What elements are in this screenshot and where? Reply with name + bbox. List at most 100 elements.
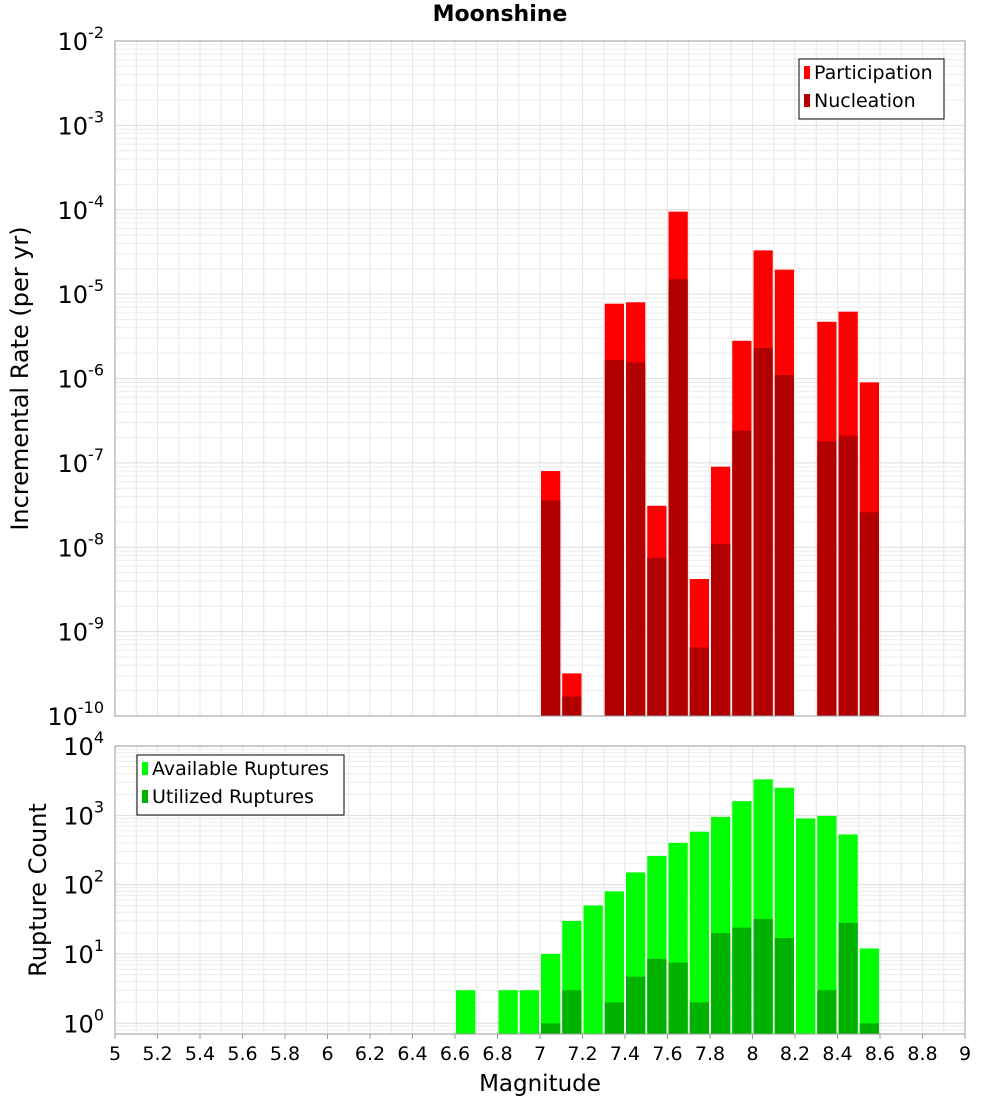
- bar-bottom-s1-6: [604, 1002, 624, 1034]
- legend-label: Available Ruptures: [152, 758, 329, 780]
- legend-swatch: [142, 762, 148, 775]
- legend-swatch: [142, 790, 148, 803]
- x-tick-label: 7.4: [610, 1043, 640, 1065]
- x-tick-label: 7.2: [567, 1043, 597, 1065]
- legend-label: Participation: [814, 62, 933, 84]
- y-tick-base: 10: [63, 802, 94, 830]
- x-tick-label: 8.4: [822, 1043, 852, 1065]
- x-tick-label: 6: [321, 1043, 333, 1065]
- y-tick-base: 10: [47, 703, 78, 731]
- y-tick-exponent: 3: [94, 797, 104, 816]
- bar-bottom-s0-2: [519, 990, 539, 1034]
- y-axis-label-bottom: Rupture Count: [24, 803, 52, 977]
- x-tick-label: 5: [109, 1043, 121, 1065]
- bar-bottom-s1-8: [647, 958, 667, 1034]
- y-tick-base: 10: [58, 112, 89, 140]
- bar-bottom-s1-12: [732, 927, 752, 1034]
- bar-bottom-s1-7: [626, 976, 646, 1034]
- y-tick-exponent: -6: [88, 361, 104, 380]
- bar-top-s1-4: [647, 557, 667, 716]
- bar-bottom-s0-1: [498, 990, 518, 1034]
- legend-label: Utilized Ruptures: [152, 786, 314, 808]
- bar-top-s1-5: [668, 279, 688, 716]
- chart-title: Moonshine: [432, 2, 568, 27]
- x-tick-label: 7: [534, 1043, 546, 1065]
- bar-top-s1-8: [732, 430, 752, 716]
- bar-bottom-s0-16: [817, 815, 837, 1034]
- x-tick-label: 5.2: [142, 1043, 172, 1065]
- bar-bottom-s1-3: [541, 1023, 561, 1034]
- bar-top-s1-11: [817, 441, 837, 716]
- y-tick-label-top: 10-8: [58, 529, 105, 562]
- bar-top-s1-10: [774, 375, 794, 716]
- bar-top-s1-2: [604, 360, 624, 716]
- bar-bottom-s1-13: [753, 918, 773, 1034]
- bar-top-s1-6: [689, 647, 709, 716]
- plot-frame-top: [114, 40, 966, 717]
- y-tick-label-bottom: 103: [63, 797, 104, 830]
- x-tick-label: 7.8: [695, 1043, 725, 1065]
- y-tick-label-bottom: 100: [63, 1005, 104, 1038]
- y-tick-exponent: 4: [94, 728, 104, 747]
- bar-top-s1-9: [753, 347, 773, 716]
- y-tick-base: 10: [58, 619, 89, 647]
- y-tick-label-top: 10-4: [58, 192, 105, 225]
- bar-bottom-s1-11: [711, 933, 731, 1034]
- x-tick-label: 6.8: [482, 1043, 512, 1065]
- y-tick-label-bottom: 102: [63, 867, 104, 900]
- bar-top-s1-12: [838, 435, 858, 716]
- y-tick-label-bottom: 101: [63, 936, 104, 969]
- x-tick-label: 6.2: [355, 1043, 385, 1065]
- y-tick-label-top: 10-10: [47, 698, 104, 731]
- bar-bottom-s1-18: [859, 1023, 879, 1034]
- bar-top-s1-0: [541, 500, 561, 716]
- x-tick-label: 8.6: [865, 1043, 895, 1065]
- x-tick-label: 8.2: [780, 1043, 810, 1065]
- y-tick-base: 10: [63, 733, 94, 761]
- legend-box-bottom: [136, 754, 345, 816]
- x-tick-label: 5.4: [185, 1043, 215, 1065]
- bar-bottom-s0-3: [541, 953, 561, 1034]
- y-tick-base: 10: [58, 534, 89, 562]
- bar-bottom-s1-14: [774, 937, 794, 1034]
- y-tick-label-top: 10-5: [58, 276, 105, 309]
- x-tick-label: 7.6: [652, 1043, 682, 1065]
- y-tick-base: 10: [58, 450, 89, 478]
- bar-bottom-s1-4: [562, 990, 582, 1034]
- bar-bottom-s0-18: [859, 948, 879, 1034]
- y-tick-exponent: -5: [88, 276, 104, 295]
- x-tick-label: 6.4: [397, 1043, 427, 1065]
- y-tick-base: 10: [58, 281, 89, 309]
- y-tick-base: 10: [58, 28, 89, 56]
- y-tick-exponent: 2: [94, 867, 104, 886]
- x-tick-label: 5.8: [270, 1043, 300, 1065]
- y-tick-exponent: 0: [94, 1005, 104, 1024]
- bar-top-s1-3: [626, 362, 646, 716]
- legend-swatch: [804, 94, 810, 107]
- bar-bottom-s0-10: [689, 831, 709, 1034]
- y-tick-label-top: 10-3: [58, 107, 105, 140]
- bar-bottom-s0-5: [583, 905, 603, 1034]
- y-tick-label-top: 10-7: [58, 445, 105, 478]
- y-tick-exponent: -9: [88, 614, 104, 633]
- bar-bottom-s1-16: [817, 990, 837, 1034]
- bar-bottom-s1-17: [838, 922, 858, 1034]
- legend-swatch: [804, 66, 810, 79]
- bar-bottom-s0-6: [604, 891, 624, 1034]
- y-tick-label-top: 10-9: [58, 614, 105, 647]
- legend-box-top: [798, 58, 945, 120]
- x-tick-label: 8: [746, 1043, 758, 1065]
- y-tick-exponent: -2: [88, 23, 104, 42]
- bar-top-s1-7: [711, 543, 731, 716]
- bar-bottom-s1-10: [689, 1002, 709, 1034]
- x-tick-label: 9: [959, 1043, 971, 1065]
- y-tick-label-top: 10-2: [58, 23, 105, 56]
- y-tick-label-top: 10-6: [58, 361, 105, 394]
- y-tick-exponent: 1: [94, 936, 104, 955]
- x-tick-label: 8.8: [907, 1043, 937, 1065]
- bar-bottom-s0-0: [456, 990, 476, 1034]
- y-tick-exponent: -3: [88, 107, 104, 126]
- x-tick-label: 5.6: [227, 1043, 257, 1065]
- y-tick-base: 10: [63, 872, 94, 900]
- y-axis-label-top: Incremental Rate (per yr): [6, 226, 34, 530]
